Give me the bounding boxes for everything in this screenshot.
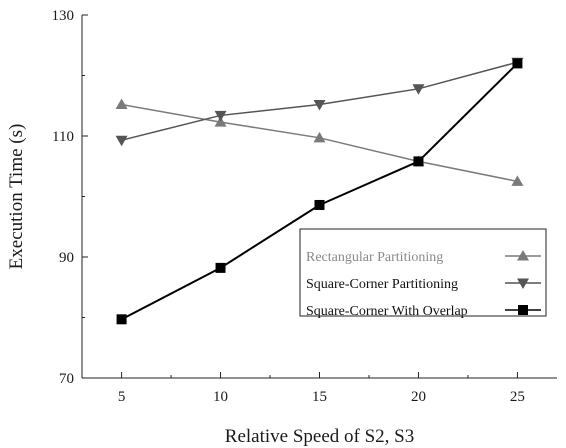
legend-label: Square-Corner With Overlap [306, 304, 468, 319]
data-point [313, 131, 326, 143]
data-point [413, 156, 424, 167]
x-tick-label: 5 [118, 389, 126, 405]
legend-marker [517, 278, 529, 289]
x-axis-title: Relative Speed of S2, S3 [225, 426, 414, 447]
legend-marker [517, 250, 529, 261]
data-point [116, 314, 127, 325]
legend-label: Square-Corner Partitioning [306, 277, 458, 292]
y-tick-label: 70 [59, 371, 74, 387]
legend-label: Rectangular Partitioning [306, 250, 443, 265]
x-tick-label: 25 [510, 389, 525, 405]
x-tick-label: 15 [312, 389, 327, 405]
y-tick-label: 110 [52, 129, 74, 145]
series-3 [116, 58, 523, 325]
legend: Rectangular Partitioning Square-Corner Pa… [299, 228, 547, 319]
x-tick-label: 10 [213, 389, 228, 405]
data-point [512, 58, 523, 69]
data-point [412, 84, 425, 95]
y-axis-title: Execution Time (s) [6, 124, 27, 270]
data-point [314, 199, 325, 210]
data-point [511, 175, 524, 186]
data-point [313, 100, 326, 111]
data-point [115, 98, 128, 110]
legend-marker [518, 305, 528, 315]
data-point [214, 110, 227, 122]
series-2 [115, 57, 524, 147]
y-tick-label: 90 [59, 250, 74, 266]
x-tick-label: 20 [411, 389, 426, 405]
data-point [115, 135, 128, 147]
y-tick-label: 130 [52, 8, 75, 24]
series-layer [115, 57, 524, 325]
axes: 5 10 15 20 25 70 90 110 130 [52, 8, 557, 405]
legend-box [299, 228, 547, 317]
data-point [215, 262, 226, 273]
